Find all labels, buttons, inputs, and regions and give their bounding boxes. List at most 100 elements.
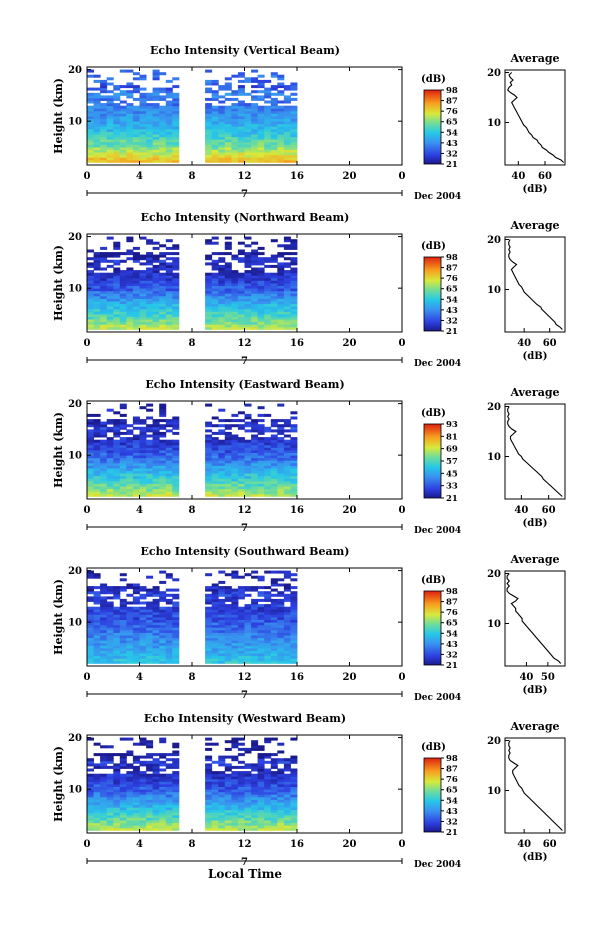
heatmap-cell xyxy=(139,301,147,305)
heatmap-cell xyxy=(218,776,226,780)
heatmap-cell xyxy=(87,311,94,315)
heatmap-cell xyxy=(159,275,167,279)
heatmap-cell xyxy=(87,488,94,492)
heatmap-cell xyxy=(106,460,114,464)
heatmap-cell xyxy=(205,480,213,484)
heatmap-cell xyxy=(211,601,219,605)
heatmap-cell xyxy=(165,103,173,107)
heatmap-cell xyxy=(165,290,173,294)
heatmap-cell xyxy=(205,283,213,286)
heatmap-cell xyxy=(146,822,154,826)
heatmap-cell xyxy=(283,655,291,659)
heatmap-cell xyxy=(205,637,213,641)
heatmap-cell xyxy=(237,822,245,826)
heatmap-cell xyxy=(264,640,272,644)
heatmap-cell xyxy=(277,609,285,613)
heatmap-cell xyxy=(205,241,213,245)
heatmap-cell xyxy=(165,827,173,831)
heatmap-cell xyxy=(205,802,213,806)
heatmap-cell xyxy=(237,742,245,746)
heatmap-cell xyxy=(146,239,154,243)
heatmap-cell xyxy=(139,488,147,492)
heatmap-cell xyxy=(290,755,298,759)
heatmap-cell xyxy=(283,321,291,325)
heatmap-cell xyxy=(270,316,278,320)
heatmap-cell xyxy=(290,627,298,631)
heatmap-cell xyxy=(218,252,226,256)
heatmap-cell xyxy=(218,488,226,492)
heatmap-cell xyxy=(205,128,213,132)
heatmap-cell xyxy=(93,131,101,135)
heatmap-cell xyxy=(244,257,252,261)
heatmap-cell xyxy=(119,486,127,490)
heatmap-cell xyxy=(251,491,259,495)
colorbar-tick-label: 43 xyxy=(446,139,458,149)
heatmap-cell xyxy=(270,580,278,584)
heatmap-cell xyxy=(205,316,213,320)
heatmap-cell xyxy=(264,635,272,639)
heatmap-cell xyxy=(132,598,140,602)
heatmap-cell xyxy=(270,622,278,626)
heatmap-cell xyxy=(146,593,154,597)
heatmap-cell xyxy=(205,455,213,459)
heatmap-cell xyxy=(159,470,167,474)
heatmap-cell xyxy=(290,601,298,605)
heatmap-cell xyxy=(152,144,160,148)
heatmap-cell xyxy=(290,658,298,662)
heatmap-cell xyxy=(244,92,252,96)
heatmap-cell xyxy=(165,134,173,138)
heatmap-cell xyxy=(270,624,278,628)
heatmap-cell xyxy=(113,298,121,302)
heatmap-cell xyxy=(277,293,285,297)
heatmap-cell xyxy=(264,277,272,281)
heatmap-cell xyxy=(218,462,226,466)
heatmap-cell xyxy=(257,622,265,626)
heatmap-cell xyxy=(237,154,245,158)
heatmap-cell xyxy=(100,275,108,279)
heatmap-cell xyxy=(126,653,134,657)
heatmap-cell xyxy=(126,609,134,613)
heatmap-cell xyxy=(218,635,226,639)
heatmap-cell xyxy=(211,110,219,114)
heatmap-cell xyxy=(231,827,239,831)
heatmap-cell xyxy=(264,136,272,140)
heatmap-cell xyxy=(119,437,127,441)
heatmap-cell xyxy=(165,280,173,284)
heatmap-cell xyxy=(257,611,265,615)
heatmap-cell xyxy=(126,236,134,240)
date-label: Dec 2004 xyxy=(414,860,461,870)
heatmap-cell xyxy=(277,593,285,597)
heatmap-cell xyxy=(139,285,147,289)
heatmap-cell xyxy=(159,768,167,772)
heatmap-cell xyxy=(146,126,154,130)
heatmap-cell xyxy=(277,308,285,312)
heatmap-cell xyxy=(100,809,108,813)
heatmap-cell xyxy=(113,591,121,595)
heatmap-cell xyxy=(152,434,160,438)
heatmap-cell xyxy=(264,306,272,310)
heatmap-cell xyxy=(205,642,213,646)
heatmap-cell xyxy=(231,486,239,490)
heatmap-cell xyxy=(211,627,219,631)
heatmap-cell xyxy=(126,586,134,590)
heatmap-cell xyxy=(139,786,147,790)
heatmap-cell xyxy=(106,629,114,633)
heatmap-cell xyxy=(93,283,101,286)
heatmap-cell xyxy=(152,606,160,610)
heatmap-cell xyxy=(152,280,160,284)
heatmap-cell xyxy=(87,257,94,261)
heatmap-cell xyxy=(87,100,94,104)
heatmap-cell xyxy=(257,575,265,579)
heatmap-cell xyxy=(100,799,108,803)
heatmap-cell xyxy=(270,290,278,294)
heatmap-cell xyxy=(100,465,108,469)
heatmap-cell xyxy=(231,319,239,323)
y-axis-title: Height (km) xyxy=(52,579,65,655)
heatmap-cell xyxy=(218,264,226,268)
heatmap-cell xyxy=(270,450,278,453)
heatmap-cell xyxy=(152,159,160,163)
heatmap-cell xyxy=(100,658,108,662)
heatmap-cell xyxy=(264,791,272,795)
heatmap-cell xyxy=(224,493,232,497)
heatmap-cell xyxy=(119,69,127,73)
